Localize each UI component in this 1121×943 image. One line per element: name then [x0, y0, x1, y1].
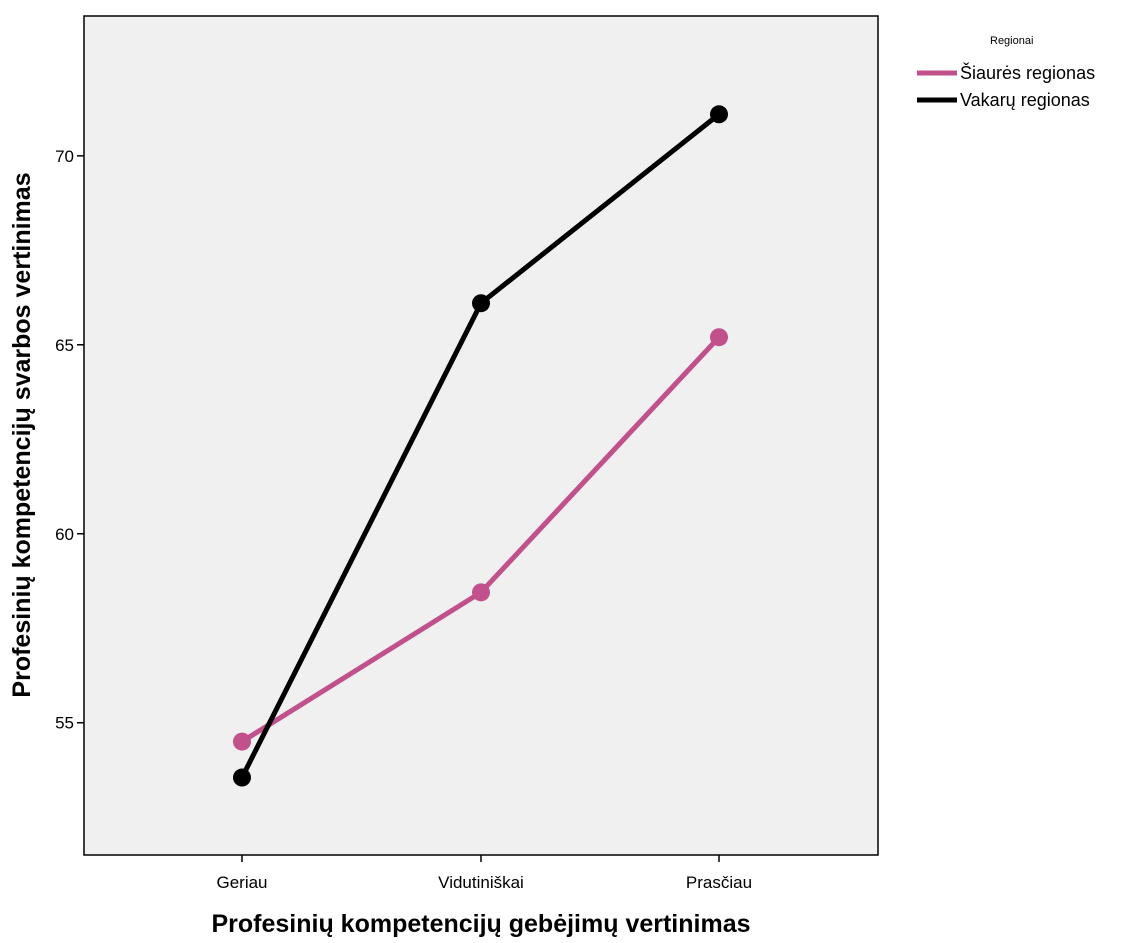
x-axis-title: Profesinių kompetencijų gebėjimų vertini… [211, 910, 750, 938]
x-tick-label: Prasčiau [686, 873, 752, 892]
plot-area [83, 15, 879, 856]
series-1-point [472, 583, 490, 602]
legend-label: Vakarų regionas [960, 90, 1090, 110]
x-tick-label: Vidutiniškai [438, 873, 524, 892]
series-2-point [233, 768, 251, 787]
legend-title: Regionai [990, 35, 1033, 47]
legend-label: Šiaurės regionas [960, 62, 1095, 83]
series-1-point [233, 732, 251, 751]
y-tick-label: 55 [55, 714, 74, 733]
y-tick-label: 60 [55, 525, 74, 544]
series-2-point [472, 294, 490, 313]
y-axis-ticks: 55 60 65 70 [55, 147, 84, 733]
y-axis-title: Profesinių kompetencijų svarbos vertinim… [8, 172, 36, 697]
x-tick-label: Geriau [216, 873, 267, 892]
series-2-point [710, 105, 728, 124]
y-tick-label: 65 [55, 336, 74, 355]
series-1-point [710, 328, 728, 347]
x-axis-ticks: Geriau Vidutiniškai Prasčiau [216, 855, 752, 892]
legend-items: Šiaurės regionas Vakarų regionas [917, 62, 1095, 110]
legend: Regionai Šiaurės regionas Vakarų regionas [917, 35, 1095, 110]
y-tick-label: 70 [55, 147, 74, 166]
series-layer [233, 105, 728, 787]
